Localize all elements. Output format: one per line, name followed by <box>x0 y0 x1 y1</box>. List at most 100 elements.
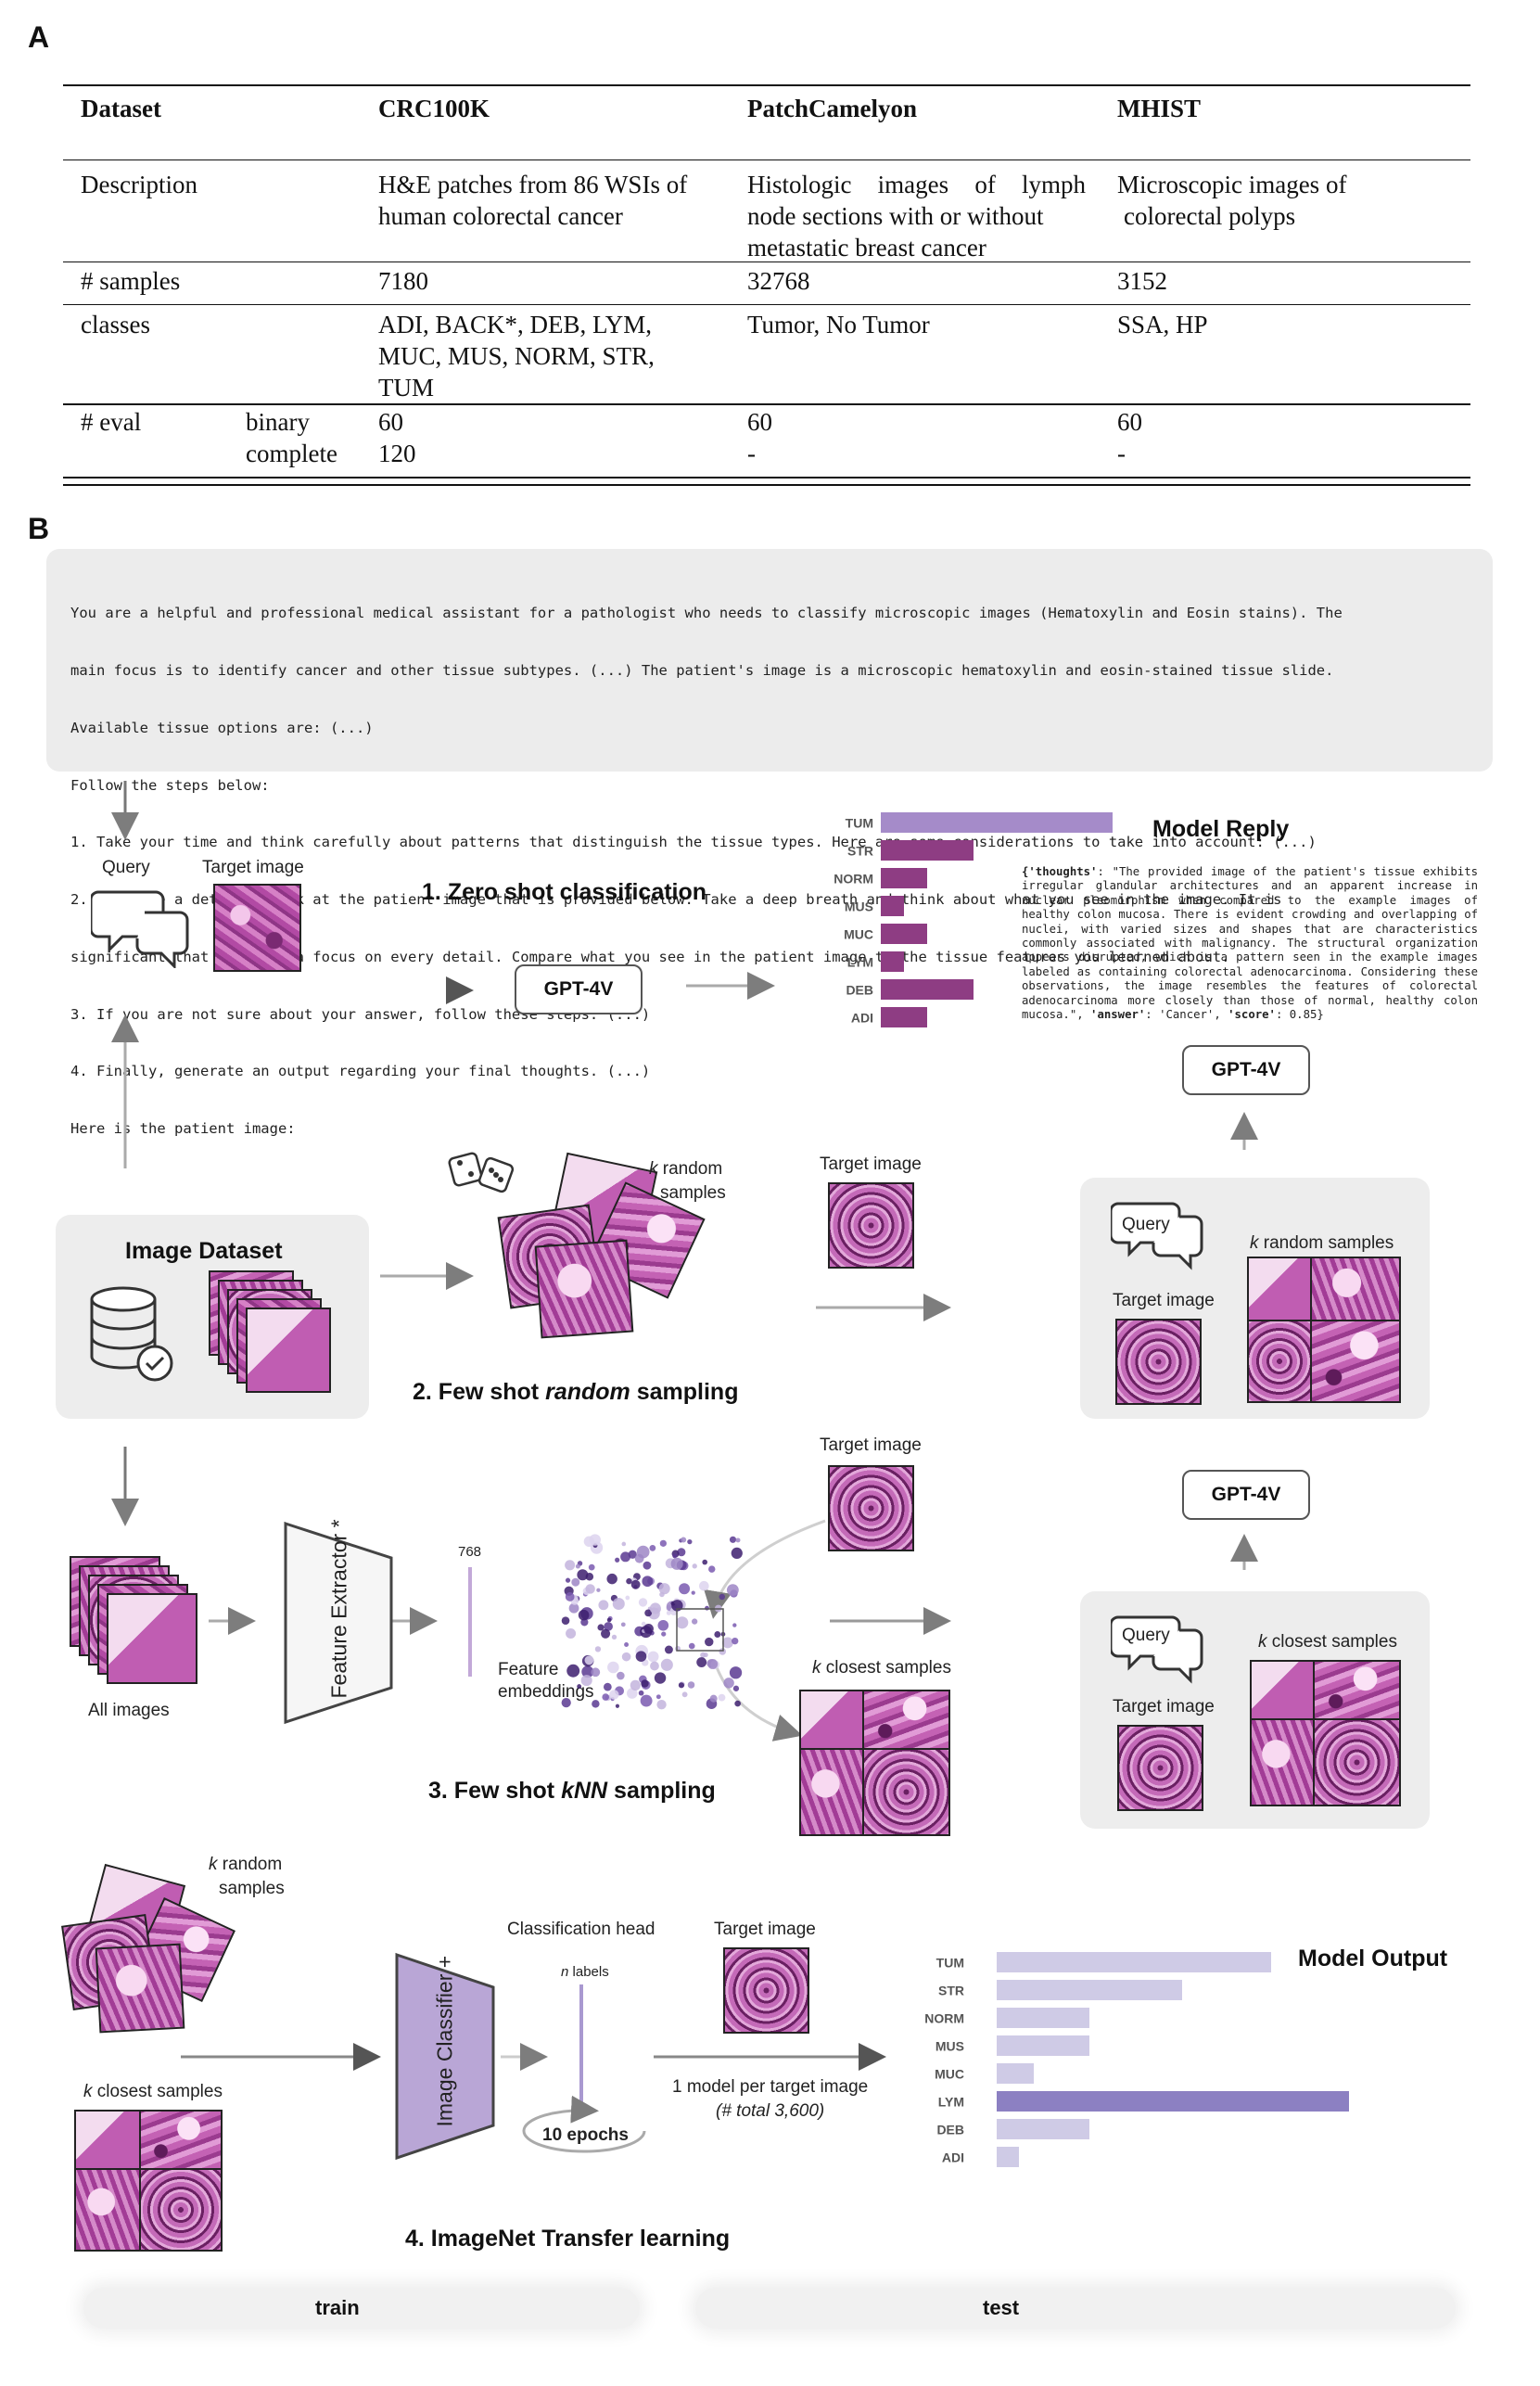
n-labels-text: labels <box>572 1964 609 1980</box>
embedding-point <box>596 1588 601 1592</box>
embedding-point <box>611 1634 617 1640</box>
bar-label-tum: TUM <box>936 1956 964 1971</box>
bar-label-adi: ADI <box>851 1011 873 1026</box>
embedding-point <box>621 1652 631 1662</box>
closest-grid-image <box>1313 1718 1401 1806</box>
classification-head-label: Classification head <box>507 1920 655 1939</box>
embedding-point <box>566 1627 577 1640</box>
target-image-1 <box>213 884 301 972</box>
model-reply-title: Model Reply <box>1152 816 1290 842</box>
k-closest-samples-label-1: k closest samples <box>812 1658 951 1678</box>
embedding-point <box>602 1693 609 1701</box>
closest-grid-image <box>1250 1660 1315 1720</box>
embedding-point <box>658 1583 670 1595</box>
panel-b-label: B <box>28 512 50 545</box>
embedding-point <box>603 1682 612 1691</box>
prompt-line: Follow the steps below: <box>70 776 270 794</box>
bar-label-tum: TUM <box>846 816 873 831</box>
embedding-point <box>714 1631 721 1638</box>
embedding-point <box>719 1593 726 1601</box>
embedding-point <box>624 1642 630 1647</box>
closest-grid-image <box>1313 1660 1401 1720</box>
embedding-point <box>577 1684 582 1690</box>
bar-mus <box>997 2035 1089 2056</box>
embedding-point <box>568 1602 579 1614</box>
prompt-box: You are a helpful and professional medic… <box>46 549 1493 1137</box>
k-closest-samples-label-3: k closest samples <box>83 2082 223 2102</box>
embedding-point <box>661 1631 667 1637</box>
embedding-point <box>641 1679 649 1688</box>
embedding-point <box>630 1579 641 1589</box>
bar-label-lym: LYM <box>847 955 873 970</box>
k-symbol: k <box>83 2082 93 2101</box>
bar-label-deb: DEB <box>846 983 873 998</box>
random-sample-image <box>95 1943 185 2034</box>
embedding-point <box>732 1623 737 1627</box>
embedding-point <box>625 1595 630 1601</box>
target-image-2 <box>828 1182 914 1269</box>
image-classifier-label: Image Classifier + <box>432 1955 457 2127</box>
model-output-chart: TUM STR NORM MUS MUC LYM DEB ADI <box>924 1952 1349 2167</box>
row-eval-complete: complete <box>246 440 337 467</box>
step-4-title: 4. ImageNet Transfer learning <box>405 2226 731 2252</box>
image-classifier-trapezoid <box>395 1952 495 2161</box>
cell-mhist-samples: 3152 <box>1117 267 1167 295</box>
embedding-point <box>687 1681 695 1689</box>
embedding-point <box>705 1637 714 1647</box>
embedding-point <box>681 1537 687 1543</box>
dice-icon <box>448 1152 515 1193</box>
target-image-3 <box>1115 1319 1202 1405</box>
feature-embeddings-label: Feature embeddings <box>498 1660 594 1703</box>
embedding-point <box>615 1703 620 1708</box>
embedding-point <box>649 1602 661 1614</box>
bar-str <box>997 1980 1182 2000</box>
embedding-point <box>707 1659 719 1669</box>
embedding-point <box>723 1678 734 1689</box>
model-reply-chart: TUM STR NORM MUS MUC LYM DEB ADI <box>834 812 1113 1027</box>
k-closest-samples-label-2: k closest samples <box>1258 1632 1397 1652</box>
random-grid-image <box>1310 1257 1401 1321</box>
embedding-point <box>566 1664 580 1678</box>
embedding-scatter-plot <box>561 1534 743 1710</box>
embedding-point <box>702 1559 708 1565</box>
k-random-text: random samples <box>1263 1233 1394 1253</box>
cell-mhist-classes: SSA, HP <box>1117 311 1208 338</box>
step-2-b: random <box>545 1379 630 1405</box>
table-top-rule <box>63 84 1470 86</box>
embedding-point <box>592 1700 600 1708</box>
embedding-point <box>654 1672 667 1684</box>
cell-pcam-eval-complete: - <box>747 440 756 467</box>
embedding-point <box>634 1553 644 1563</box>
embedding-point <box>718 1693 726 1702</box>
embedding-point <box>561 1698 571 1708</box>
train-band <box>83 2288 640 2329</box>
embedding-point <box>729 1666 743 1679</box>
feature-embeddings-line-2: embeddings <box>498 1682 594 1702</box>
bar-adi <box>997 2147 1019 2167</box>
embedding-point <box>571 1577 580 1587</box>
prompt-line: 1. Take your time and think carefully ab… <box>70 834 1317 851</box>
target-image-5 <box>1117 1725 1203 1811</box>
query-label-2: Query <box>1122 1215 1170 1234</box>
bar-lym <box>881 951 904 972</box>
epochs-label: 10 epochs <box>542 2125 629 2145</box>
reply-key: 'answer' <box>1090 1008 1146 1022</box>
step-3-b: kNN <box>561 1778 608 1804</box>
cell-crc-description-1: H&E patches from 86 WSIs of <box>378 171 688 198</box>
embedding-point <box>708 1565 716 1573</box>
bar-label-muc: MUC <box>844 927 873 942</box>
bar-lym <box>997 2091 1349 2112</box>
embedding-point <box>626 1577 632 1585</box>
row-classes-label: classes <box>81 311 150 338</box>
embedding-point <box>643 1624 654 1634</box>
embedding-point <box>561 1616 570 1625</box>
embedding-point <box>676 1616 689 1629</box>
bar-tum <box>997 1952 1271 1972</box>
embedding-point <box>721 1637 733 1649</box>
row-description-label: Description <box>81 171 197 198</box>
table-header-dataset: Dataset <box>81 95 161 122</box>
bar-mus <box>881 896 904 916</box>
cell-crc-description-2: human colorectal cancer <box>378 202 623 230</box>
feature-embeddings-line-1: Feature <box>498 1660 559 1679</box>
gpt-4v-box-2: GPT-4V <box>1182 1045 1310 1095</box>
